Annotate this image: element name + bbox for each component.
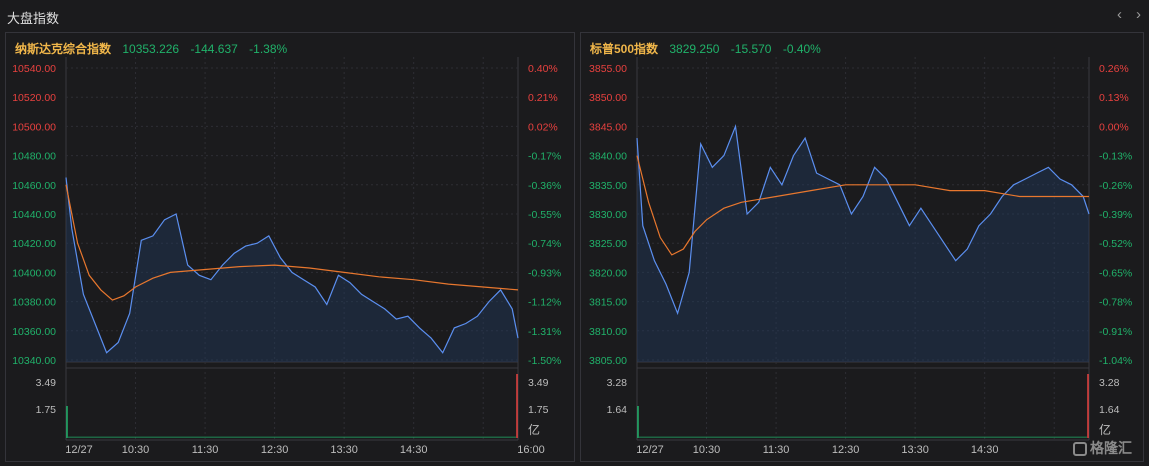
time-axis-label: 12/27 <box>65 444 93 456</box>
price-tick-label: 10400.00 <box>12 267 56 279</box>
price-tick-label: 3820.00 <box>589 267 627 279</box>
price-tick-label: 10500.00 <box>12 121 56 133</box>
pct-tick-label: -1.50% <box>528 355 561 367</box>
price-line <box>65 177 519 354</box>
avg-price-line <box>65 184 519 301</box>
pct-tick-label: 0.02% <box>528 121 558 133</box>
time-axis-label: 11:30 <box>192 444 219 456</box>
pct-tick-label: -0.55% <box>528 209 561 221</box>
pct-tick-label: 0.00% <box>1099 121 1129 133</box>
index-price: 10353.226 <box>122 42 180 56</box>
pct-tick-label: -0.78% <box>1099 297 1132 309</box>
time-axis-label: 14:30 <box>400 444 428 456</box>
pct-tick-label: 0.13% <box>1099 92 1129 104</box>
price-area <box>66 177 518 362</box>
index-name[interactable]: 标普500指数 <box>590 42 659 56</box>
pct-tick-label: -0.13% <box>1099 151 1132 163</box>
vol-tick-label: 1.64 <box>607 404 628 416</box>
gelonghui-logo-icon <box>1073 442 1087 456</box>
pct-tick-label: -1.31% <box>528 326 561 338</box>
price-area <box>637 126 1089 363</box>
pct-tick-label: -0.74% <box>528 238 561 250</box>
price-tick-label: 10380.00 <box>12 297 56 309</box>
pct-tick-label: -0.93% <box>528 267 561 279</box>
price-tick-label: 3830.00 <box>589 209 627 221</box>
price-tick-label: 10340.00 <box>12 355 56 367</box>
price-tick-label: 3810.00 <box>589 326 627 338</box>
sp500-panel: 标普500指数 3829.250 -15.570 -0.40% 3855.00 0… <box>580 32 1144 462</box>
price-tick-label: 10420.00 <box>12 238 56 250</box>
vol-tick-label: 3.28 <box>1099 377 1120 389</box>
index-change: -144.637 <box>190 42 238 56</box>
pct-tick-label: -1.12% <box>528 297 561 309</box>
index-price: 3829.250 <box>669 42 720 56</box>
price-tick-label: 10540.00 <box>12 63 56 75</box>
price-tick-label: 3835.00 <box>589 180 627 192</box>
price-tick-label: 3855.00 <box>589 63 627 75</box>
time-axis-label: 16:00 <box>517 444 545 456</box>
price-tick-label: 10520.00 <box>12 92 56 104</box>
pct-tick-label: 0.40% <box>528 63 558 75</box>
time-axis-label: 12/27 <box>636 444 664 456</box>
pct-tick-label: -0.17% <box>528 151 561 163</box>
index-name[interactable]: 纳斯达克综合指数 <box>15 42 112 56</box>
time-axis-label: 12:30 <box>261 444 289 456</box>
time-axis-label: 10:30 <box>122 444 150 456</box>
pct-tick-label: -0.36% <box>528 180 561 192</box>
app-title: 大盘指数 <box>7 11 60 26</box>
index-change-pct: -0.40% <box>782 42 821 56</box>
price-tick-label: 10360.00 <box>12 326 56 338</box>
vol-unit-label: 亿 <box>1099 422 1111 437</box>
sp500-chart[interactable]: 3855.00 0.26% 3850.00 0.13% 3845.00 0.00% 3840… <box>581 33 1145 461</box>
vol-tick-label: 1.75 <box>528 404 549 416</box>
pct-tick-label: -0.52% <box>1099 238 1132 250</box>
watermark: 格隆汇 <box>1073 438 1132 458</box>
price-tick-label: 3825.00 <box>589 238 627 250</box>
sp500-header: 标普500指数 3829.250 -15.570 -0.40% <box>590 40 829 57</box>
pct-tick-label: -0.65% <box>1099 267 1132 279</box>
pct-tick-label: -0.91% <box>1099 326 1132 338</box>
price-tick-label: 10440.00 <box>12 209 56 221</box>
vol-tick-label: 1.75 <box>36 404 57 416</box>
chevron-left-icon[interactable]: ‹ <box>1117 6 1122 23</box>
nasdaq-panel: 纳斯达克综合指数 10353.226 -144.637 -1.38% 10540… <box>5 32 575 462</box>
price-tick-label: 3815.00 <box>589 297 627 309</box>
vol-tick-label: 3.49 <box>528 377 549 389</box>
index-change: -15.570 <box>730 42 772 56</box>
title-bar: 大盘指数 ‹ › <box>0 0 1149 30</box>
pct-tick-label: 0.26% <box>1099 63 1129 75</box>
pct-tick-label: 0.21% <box>528 92 558 104</box>
nasdaq-chart[interactable]: 10540.00 0.40% 10520.00 0.21% 10500.00 0.02% 1… <box>6 33 576 461</box>
price-tick-label: 3840.00 <box>589 151 627 163</box>
price-line <box>636 124 1090 316</box>
price-tick-label: 3850.00 <box>589 92 627 104</box>
index-change-pct: -1.38% <box>249 42 288 56</box>
vol-unit-label: 亿 <box>528 422 540 437</box>
price-tick-label: 10460.00 <box>12 180 56 192</box>
nasdaq-header: 纳斯达克综合指数 10353.226 -144.637 -1.38% <box>15 40 295 57</box>
time-axis-label: 11:30 <box>763 444 790 456</box>
price-tick-label: 3805.00 <box>589 355 627 367</box>
chevron-right-icon[interactable]: › <box>1136 6 1141 23</box>
pct-tick-label: -0.26% <box>1099 180 1132 192</box>
time-axis-label: 13:30 <box>901 444 929 456</box>
price-tick-label: 3845.00 <box>589 121 627 133</box>
time-axis-label: 13:30 <box>330 444 358 456</box>
time-axis-label: 10:30 <box>693 444 721 456</box>
watermark-text: 格隆汇 <box>1090 440 1132 456</box>
vol-tick-label: 3.28 <box>607 377 628 389</box>
time-axis-label: 12:30 <box>832 444 860 456</box>
pct-tick-label: -1.04% <box>1099 355 1132 367</box>
price-tick-label: 10480.00 <box>12 151 56 163</box>
pct-tick-label: -0.39% <box>1099 209 1132 221</box>
vol-tick-label: 1.64 <box>1099 404 1120 416</box>
time-axis-label: 14:30 <box>971 444 999 456</box>
vol-tick-label: 3.49 <box>36 377 57 389</box>
avg-price-line <box>636 155 1089 256</box>
